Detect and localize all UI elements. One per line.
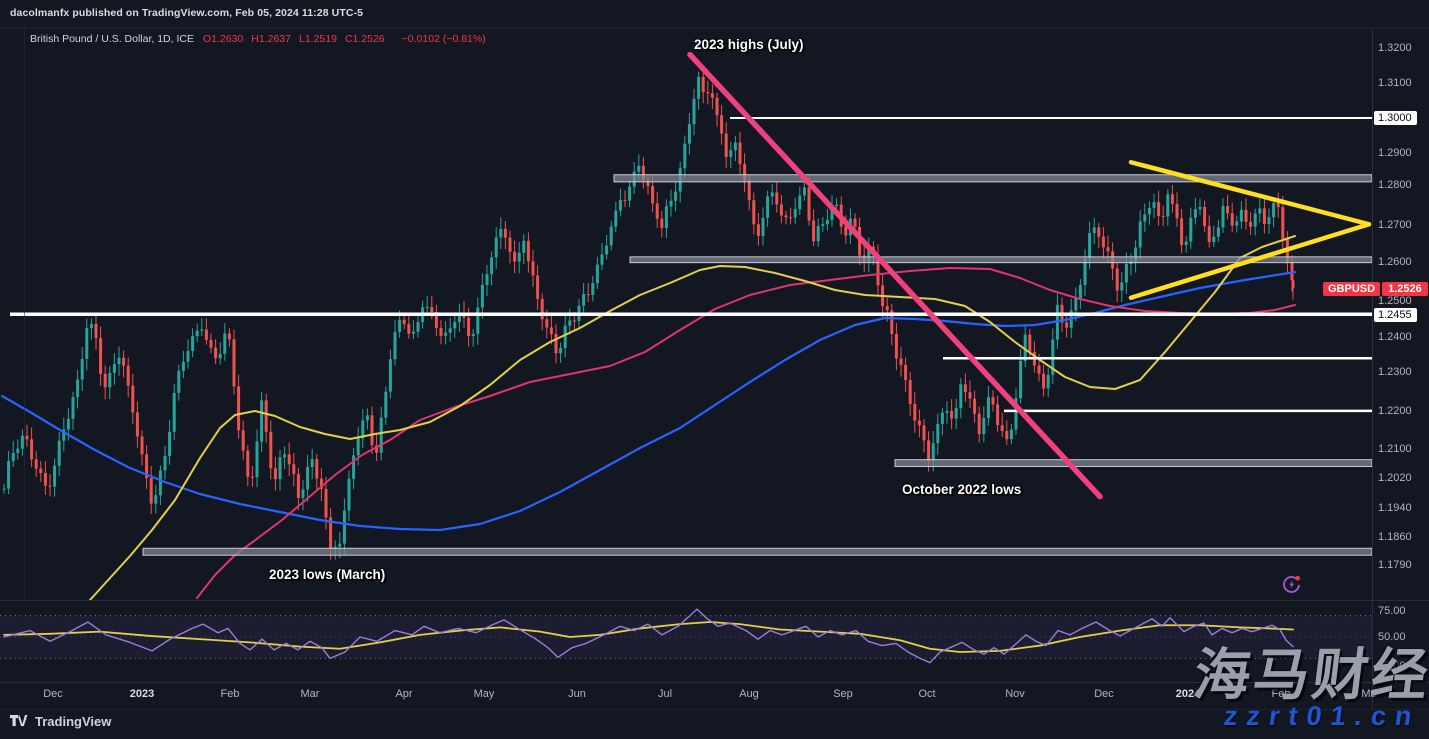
watermark-url[interactable]: zzrt01.cn	[1222, 701, 1423, 731]
ohlc-token: C1.2526	[344, 33, 385, 45]
price-tick: 1.1790	[1378, 559, 1412, 571]
ohlc-token: O1.2630	[202, 33, 244, 45]
time-tick: Aug	[739, 688, 759, 700]
annotation-text[interactable]: October 2022 lows	[902, 482, 1022, 497]
rsi-tick: 75.00	[1378, 605, 1406, 617]
drawings	[10, 51, 1373, 556]
time-tick: Feb	[1271, 688, 1291, 700]
time-tick: Jul	[657, 688, 673, 700]
price-tick: 1.2100	[1378, 443, 1412, 455]
price-tick: 1.2300	[1378, 366, 1412, 378]
time-tick: May	[473, 688, 495, 700]
time-tick: Mar	[300, 688, 320, 700]
tradingview-logo-text: TradingView	[35, 714, 112, 729]
symbol-info-row: British Pound / U.S. Dollar, 1D, ICE O1.…	[30, 33, 486, 45]
triangle-line-upper[interactable]	[1128, 160, 1372, 227]
time-tick: Nov	[1005, 688, 1025, 700]
ohlc-values: O1.2630 H1.2637 L1.2519 C1.2526	[203, 33, 393, 45]
badge-symbol: GBPUSD	[1323, 282, 1381, 296]
price-tick: 1.2800	[1378, 179, 1412, 191]
price-level-box: 1.2455	[1374, 308, 1417, 322]
price-tick: 1.1940	[1378, 502, 1412, 514]
time-tick: Dec	[1094, 688, 1114, 700]
tradingview-attribution[interactable]: TradingView	[10, 714, 111, 729]
time-tick: Jun	[568, 688, 586, 700]
time-tick: 2023	[129, 688, 155, 700]
rsi-pane	[0, 608, 1372, 664]
time-tick: Oct	[918, 688, 936, 700]
price-tick: 1.2200	[1378, 405, 1412, 417]
rsi-ma-line	[3, 621, 1294, 653]
triangle-line-lower[interactable]	[1128, 222, 1372, 300]
price-tick: 1.2700	[1378, 219, 1412, 231]
price-tick: 1.2600	[1378, 256, 1412, 268]
time-axis[interactable]: Dec 2023 Feb Mar Apr May Jun Jul Aug Sep Oct Nov Dec…	[0, 682, 1429, 708]
watermark-cjk: 海马财经	[1190, 643, 1429, 706]
annotation-text[interactable]: 2023 lows (March)	[269, 567, 386, 582]
time-tick: Apr	[395, 688, 413, 700]
ohlc-token: H1.2637	[251, 33, 291, 45]
symbol-title: British Pound / U.S. Dollar, 1D, ICE	[30, 33, 194, 45]
time-tick: Sep	[833, 688, 853, 700]
price-tick: 1.1860	[1378, 531, 1412, 543]
ma-pink	[196, 267, 1296, 599]
time-tick: Ma	[1361, 688, 1377, 700]
zone-oct-2022-lows[interactable]	[894, 459, 1373, 468]
ma-yellow	[89, 235, 1296, 601]
boost-flash-icon[interactable]	[1281, 573, 1303, 595]
time-tick: 2024	[1175, 688, 1201, 700]
price-tick: 1.2500	[1378, 295, 1412, 307]
downtrend-line[interactable]	[687, 51, 1103, 500]
tradingview-logo-icon	[10, 714, 28, 726]
ma-blue	[0, 270, 1297, 532]
published-byline: dacolmanfx published on TradingView.com,…	[10, 7, 364, 19]
price-tick: 1.2900	[1378, 147, 1412, 159]
price-axis[interactable]: 1.3200 1.3100 1.3000 1.2900 1.2800 1.2700 1.26…	[1372, 28, 1429, 682]
rsi-tick: 50.00	[1378, 631, 1406, 643]
price-tick: 1.2020	[1378, 472, 1412, 484]
badge-price: 1.2526	[1382, 282, 1428, 296]
change-value: −0.0102 (−0.81%)	[401, 33, 486, 45]
rsi-tick: 25.00	[1378, 660, 1406, 672]
time-tick: Dec	[43, 688, 63, 700]
price-tick: 1.3100	[1378, 77, 1412, 89]
ohlc-token: L1.2519	[298, 33, 337, 45]
frame	[0, 27, 1429, 710]
price-tick: 1.3200	[1378, 42, 1412, 54]
last-price-badge: GBPUSD 1.2526	[1323, 282, 1428, 296]
time-tick: Feb	[220, 688, 240, 700]
zone-1.2840[interactable]	[613, 174, 1373, 183]
price-tick: 1.2400	[1378, 331, 1412, 343]
moving-averages	[0, 235, 1297, 601]
pane-left-border	[24, 28, 25, 600]
price-level-box: 1.3000	[1374, 111, 1417, 125]
annotation-text[interactable]: 2023 highs (July)	[694, 37, 804, 52]
rsi-line	[3, 608, 1294, 664]
zone-2023-march-lows[interactable]	[142, 547, 1373, 556]
